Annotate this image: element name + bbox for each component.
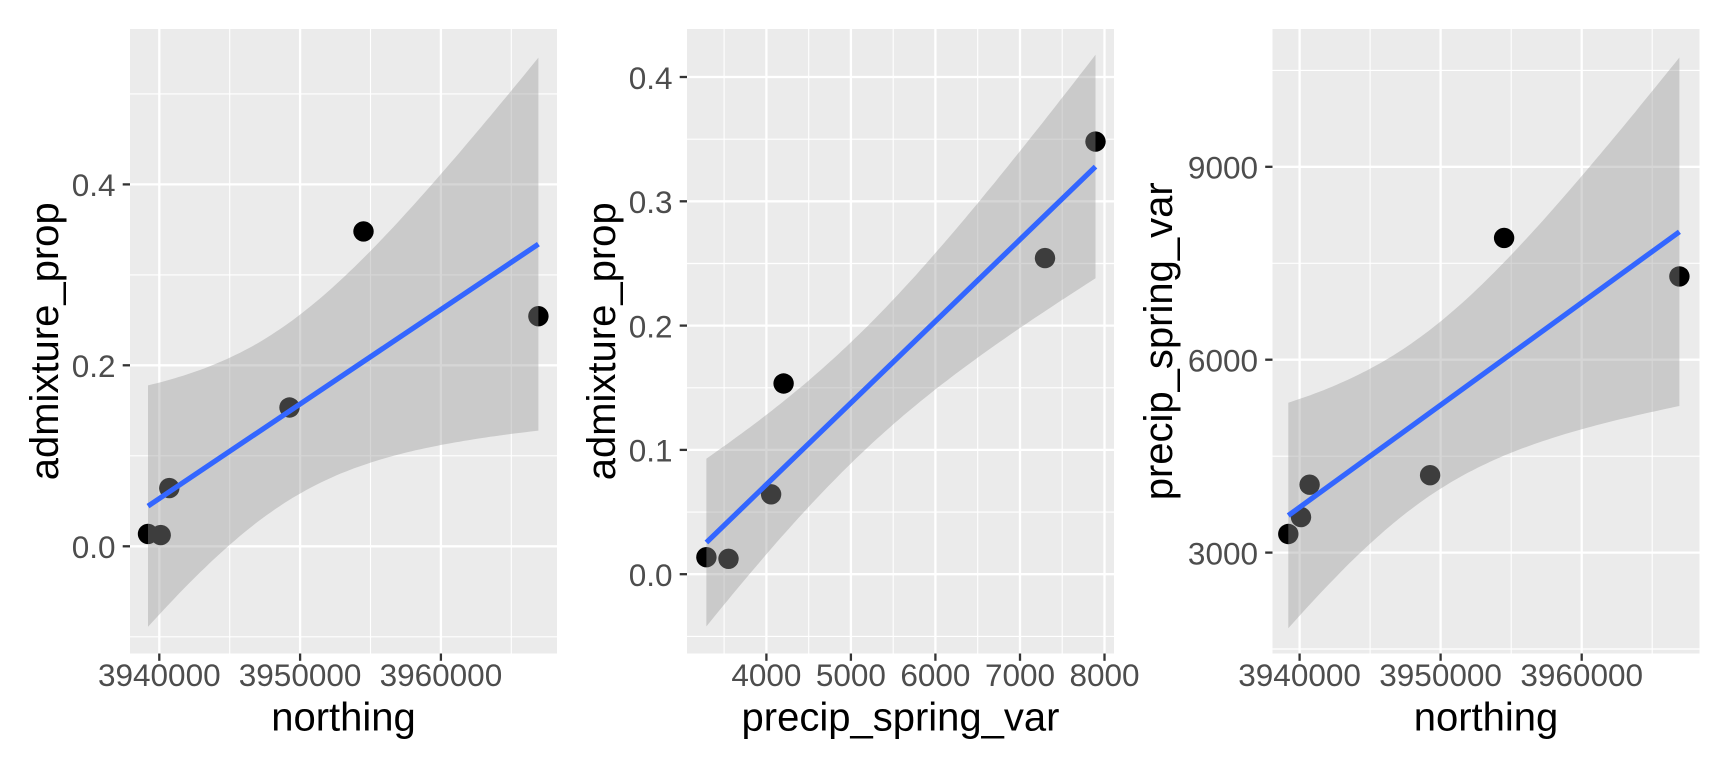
svg-text:0.4: 0.4 xyxy=(629,60,673,96)
svg-text:8000: 8000 xyxy=(1069,657,1139,693)
svg-text:northing: northing xyxy=(271,696,416,740)
svg-text:3950000: 3950000 xyxy=(239,657,362,693)
svg-text:3960000: 3960000 xyxy=(1520,657,1643,693)
svg-text:7000: 7000 xyxy=(985,657,1055,693)
svg-text:3940000: 3940000 xyxy=(1238,657,1361,693)
svg-text:3000: 3000 xyxy=(1188,535,1258,571)
svg-text:0.1: 0.1 xyxy=(629,433,673,469)
svg-text:6000: 6000 xyxy=(900,657,970,693)
svg-text:0.4: 0.4 xyxy=(72,167,116,203)
svg-text:0.3: 0.3 xyxy=(629,184,673,220)
svg-text:admixture_prop: admixture_prop xyxy=(580,202,624,480)
svg-text:0.0: 0.0 xyxy=(629,557,673,593)
svg-text:precip_spring_var: precip_spring_var xyxy=(742,696,1060,740)
svg-text:5000: 5000 xyxy=(816,657,886,693)
svg-text:3940000: 3940000 xyxy=(98,657,221,693)
svg-text:admixture_prop: admixture_prop xyxy=(23,202,67,480)
svg-text:3960000: 3960000 xyxy=(380,657,503,693)
svg-text:0.0: 0.0 xyxy=(72,529,116,565)
svg-text:9000: 9000 xyxy=(1188,150,1258,186)
svg-text:0.2: 0.2 xyxy=(629,308,673,344)
svg-text:4000: 4000 xyxy=(731,657,801,693)
svg-text:3950000: 3950000 xyxy=(1379,657,1502,693)
svg-text:northing: northing xyxy=(1414,696,1559,740)
svg-text:precip_spring_var: precip_spring_var xyxy=(1137,182,1181,500)
svg-text:0.2: 0.2 xyxy=(72,348,116,384)
svg-text:6000: 6000 xyxy=(1188,343,1258,379)
